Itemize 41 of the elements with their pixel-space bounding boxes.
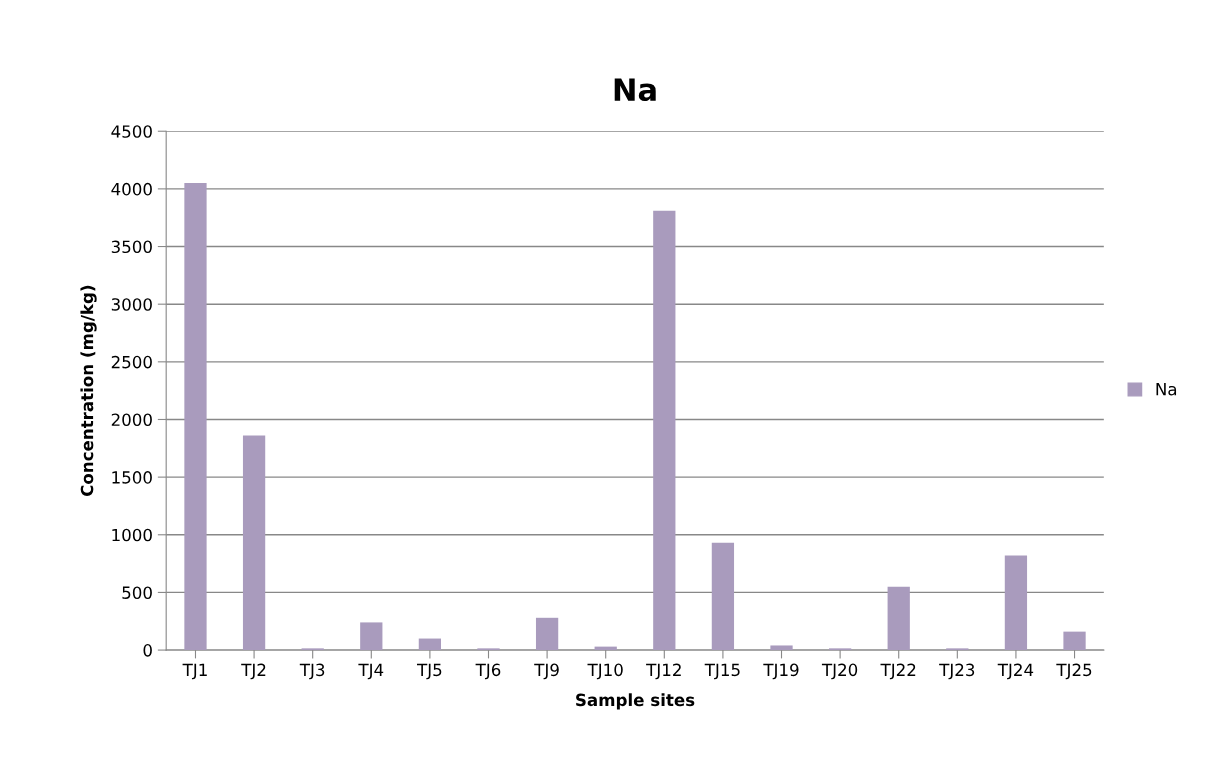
y-tick-label: 0 (143, 644, 152, 657)
x-tick-label: TJ1 (182, 663, 207, 680)
x-tick-label: TJ2 (241, 663, 266, 680)
bar (535, 617, 559, 651)
x-axis-title: Sample sites (576, 693, 695, 710)
x-tick-label: TJ15 (704, 663, 740, 680)
bar (711, 542, 735, 651)
y-axis-title: Concentration (mg/kg) (80, 285, 97, 497)
bar (770, 645, 793, 651)
chart-title: Na (614, 78, 656, 102)
y-tick-label: 3000 (111, 298, 152, 311)
x-tick-label: TJ5 (417, 663, 442, 680)
x-tick-label: TJ4 (358, 663, 384, 680)
y-tick-label: 2000 (111, 413, 152, 427)
bar (887, 586, 910, 651)
bar (242, 435, 266, 651)
bar (184, 183, 207, 651)
x-tick-label: TJ10 (587, 663, 623, 680)
y-tick-label: 2500 (111, 355, 152, 369)
bar (360, 622, 383, 651)
x-tick-label: TJ24 (997, 663, 1034, 680)
x-tick-label: TJ23 (939, 663, 975, 680)
x-tick-label: TJ9 (534, 663, 559, 680)
y-tick-label: 500 (122, 586, 152, 599)
bar (1063, 631, 1086, 651)
x-tick-label: TJ20 (821, 663, 858, 680)
y-tick-label: 1500 (112, 471, 152, 484)
x-tick-label: TJ3 (299, 663, 325, 680)
x-tick-label: TJ6 (475, 663, 501, 680)
y-tick-label: 1000 (112, 528, 152, 542)
y-tick-label: 4500 (111, 125, 152, 138)
y-tick-label: 3500 (111, 240, 152, 254)
bar (1004, 555, 1028, 651)
y-tick-label: 4000 (111, 182, 152, 196)
x-tick-label: TJ19 (763, 663, 799, 680)
x-tick-label: TJ22 (880, 663, 916, 680)
bar (418, 638, 442, 651)
legend-label: Na (1156, 383, 1177, 396)
x-tick-label: TJ12 (646, 663, 681, 680)
bar (653, 210, 676, 651)
x-tick-label: TJ25 (1056, 663, 1092, 680)
